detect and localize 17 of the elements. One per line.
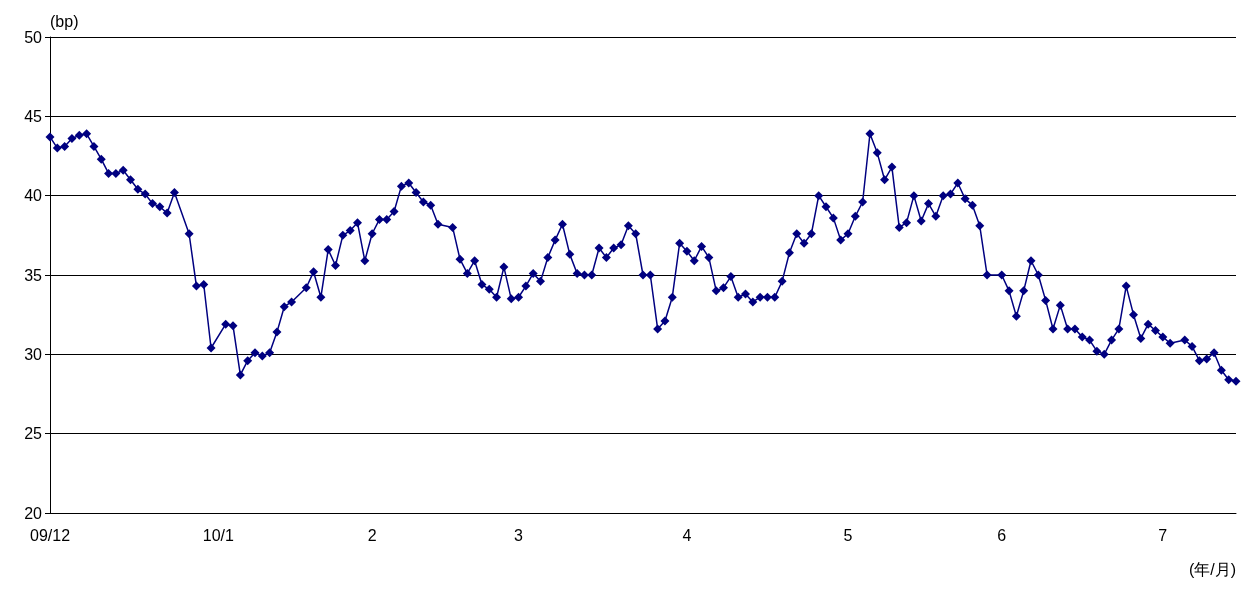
- y-tick-label: 50: [24, 28, 43, 46]
- x-tick-label: 4: [682, 526, 692, 544]
- x-tick-label: 3: [514, 526, 524, 544]
- x-tick-label: 10/1: [202, 526, 235, 544]
- y-tick-label: 20: [24, 504, 43, 522]
- y-tick-label: 30: [24, 345, 43, 363]
- y-tick-label: 40: [24, 187, 43, 205]
- x-tick-label: 7: [1158, 526, 1168, 544]
- y-axis-title: (bp): [50, 12, 79, 30]
- y-tick-label: 35: [24, 266, 43, 284]
- x-tick-label: 6: [997, 526, 1007, 544]
- x-tick-label: 5: [843, 526, 853, 544]
- x-tick-label: 09/12: [29, 526, 71, 544]
- y-tick-label: 25: [24, 425, 43, 443]
- y-tick-label: 45: [24, 107, 43, 125]
- x-axis-title: (年/月): [1188, 560, 1236, 578]
- x-tick-label: 2: [367, 526, 377, 544]
